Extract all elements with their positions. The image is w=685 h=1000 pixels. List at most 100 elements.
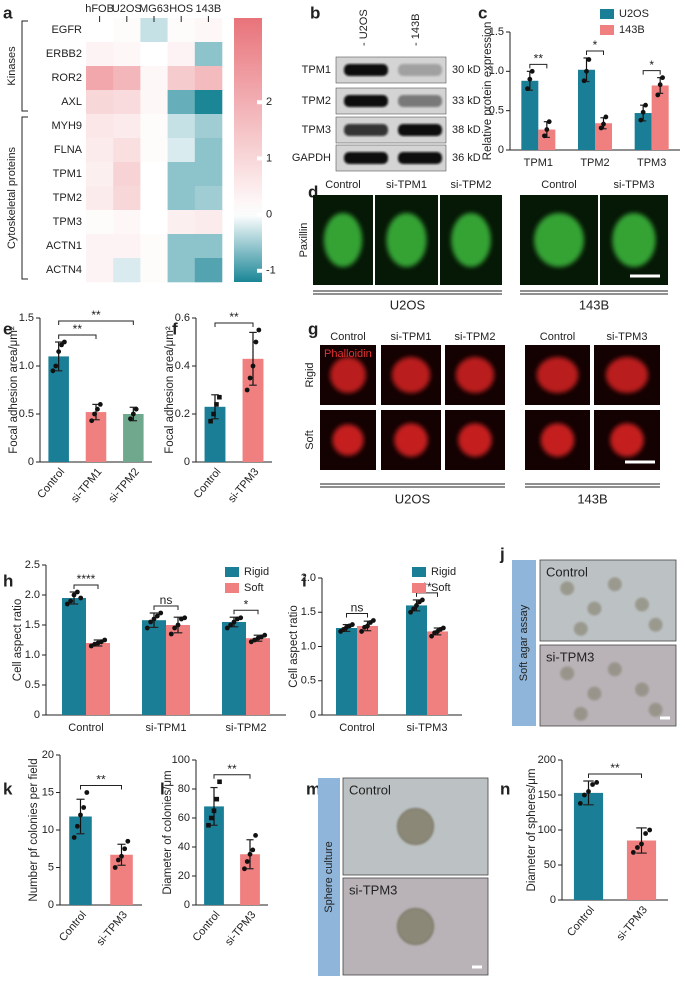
y-tick-label: 80 [178, 783, 190, 795]
data-point [594, 780, 600, 785]
legend-swatch [600, 9, 614, 19]
y-tick-label: 0.2 [175, 408, 190, 420]
x-tick-label: Control [339, 722, 374, 734]
heatmap-cell [86, 162, 114, 187]
image-column-label: si-TPM1 [391, 331, 432, 343]
y-axis-label: Cell aspect ratio [288, 605, 300, 687]
data-point [175, 622, 181, 628]
image-column-label: Control [540, 331, 575, 343]
blot-band [344, 152, 388, 164]
tile-border [342, 777, 489, 876]
data-point [64, 601, 70, 607]
data-point [256, 327, 262, 333]
significance-label: ** [91, 308, 101, 322]
y-tick-label: 200 [538, 754, 556, 766]
image-column-label: Control [541, 179, 576, 191]
data-point [359, 629, 365, 634]
significance-label: ** [229, 310, 239, 324]
image-group-label: 143B [579, 297, 609, 312]
colorbar-tick [257, 100, 262, 105]
y-tick-label: 0 [34, 709, 40, 721]
colorbar [234, 18, 262, 282]
data-point [638, 117, 644, 123]
tile-border [539, 559, 677, 642]
tile-border [539, 644, 677, 727]
data-point [133, 406, 139, 412]
data-point [119, 853, 124, 859]
x-tick-label: Control [565, 904, 597, 939]
cell [540, 423, 575, 457]
heatmap-cell [167, 18, 196, 43]
heatmap-cell [140, 186, 168, 211]
significance-bracket [213, 774, 251, 779]
data-point [211, 411, 216, 417]
y-tick-label: 1.5 [25, 619, 40, 631]
significance-bracket [153, 605, 179, 610]
significance-bracket [233, 609, 259, 615]
significance-bracket [642, 70, 661, 75]
legend-swatch [225, 567, 239, 577]
bar [651, 85, 669, 150]
heatmap-cell [113, 90, 141, 115]
data-point [253, 833, 258, 838]
data-point [414, 603, 419, 608]
legend-label: Soft [244, 582, 264, 594]
data-point [217, 779, 222, 785]
colony [573, 706, 588, 721]
legend-label: Rigid [244, 566, 269, 578]
panel-letter: a [3, 3, 13, 22]
data-point [78, 812, 83, 818]
y-tick-label: 50 [544, 859, 556, 871]
colony [607, 577, 622, 592]
colorbar-tick-label: -1 [266, 265, 276, 277]
heatmap-row-label: TPM2 [53, 192, 82, 204]
heatmap-cell [113, 138, 141, 163]
colony [648, 702, 663, 717]
data-point [250, 363, 256, 369]
cell [391, 357, 431, 393]
image-column-label: si-TPM2 [451, 179, 492, 191]
side-label: Sphere culture [323, 841, 335, 913]
data-point [206, 822, 211, 828]
side-band [512, 560, 536, 726]
x-tick-label: si-TPM3 [95, 909, 131, 948]
heatmap-column-label: U2OS [112, 3, 142, 15]
y-tick-label: 2.5 [25, 559, 40, 571]
x-tick-label: si-TPM3 [407, 722, 448, 734]
data-point [244, 859, 250, 864]
y-axis-label: Focal adhesion area/μm² [8, 326, 20, 454]
heatmap-cell [113, 66, 141, 91]
data-point [125, 838, 131, 844]
data-point [74, 589, 80, 595]
x-tick-label: si-TPM1 [146, 722, 187, 734]
data-point [50, 368, 56, 374]
cell [458, 423, 492, 457]
x-tick-label: si-TPM2 [106, 466, 142, 505]
significance-label: ** [73, 322, 83, 336]
y-tick-label: 0.5 [25, 679, 40, 691]
blot-band [398, 95, 442, 107]
bar [595, 123, 612, 150]
colony [648, 617, 663, 632]
bar [48, 356, 69, 462]
bar [246, 638, 270, 715]
data-point [601, 121, 606, 127]
heatmap-cell [140, 90, 168, 115]
data-point [89, 418, 95, 424]
blot-size-label: 33 kD [452, 95, 481, 107]
colony [587, 686, 602, 701]
data-point [247, 851, 253, 857]
data-point [74, 823, 80, 829]
x-tick-label: Control [191, 909, 223, 944]
heatmap-cell [167, 42, 196, 67]
heatmap-cell [194, 186, 223, 211]
bar [427, 631, 448, 715]
y-tick-label: 2.0 [301, 572, 316, 584]
data-point [168, 631, 174, 637]
heatmap-cell [86, 42, 114, 67]
y-tick-label: 0 [550, 894, 556, 906]
heatmap-cell [86, 18, 114, 43]
data-point [349, 622, 355, 627]
significance-bracket [58, 320, 134, 325]
blot-size-label: 30 kD [452, 64, 481, 76]
